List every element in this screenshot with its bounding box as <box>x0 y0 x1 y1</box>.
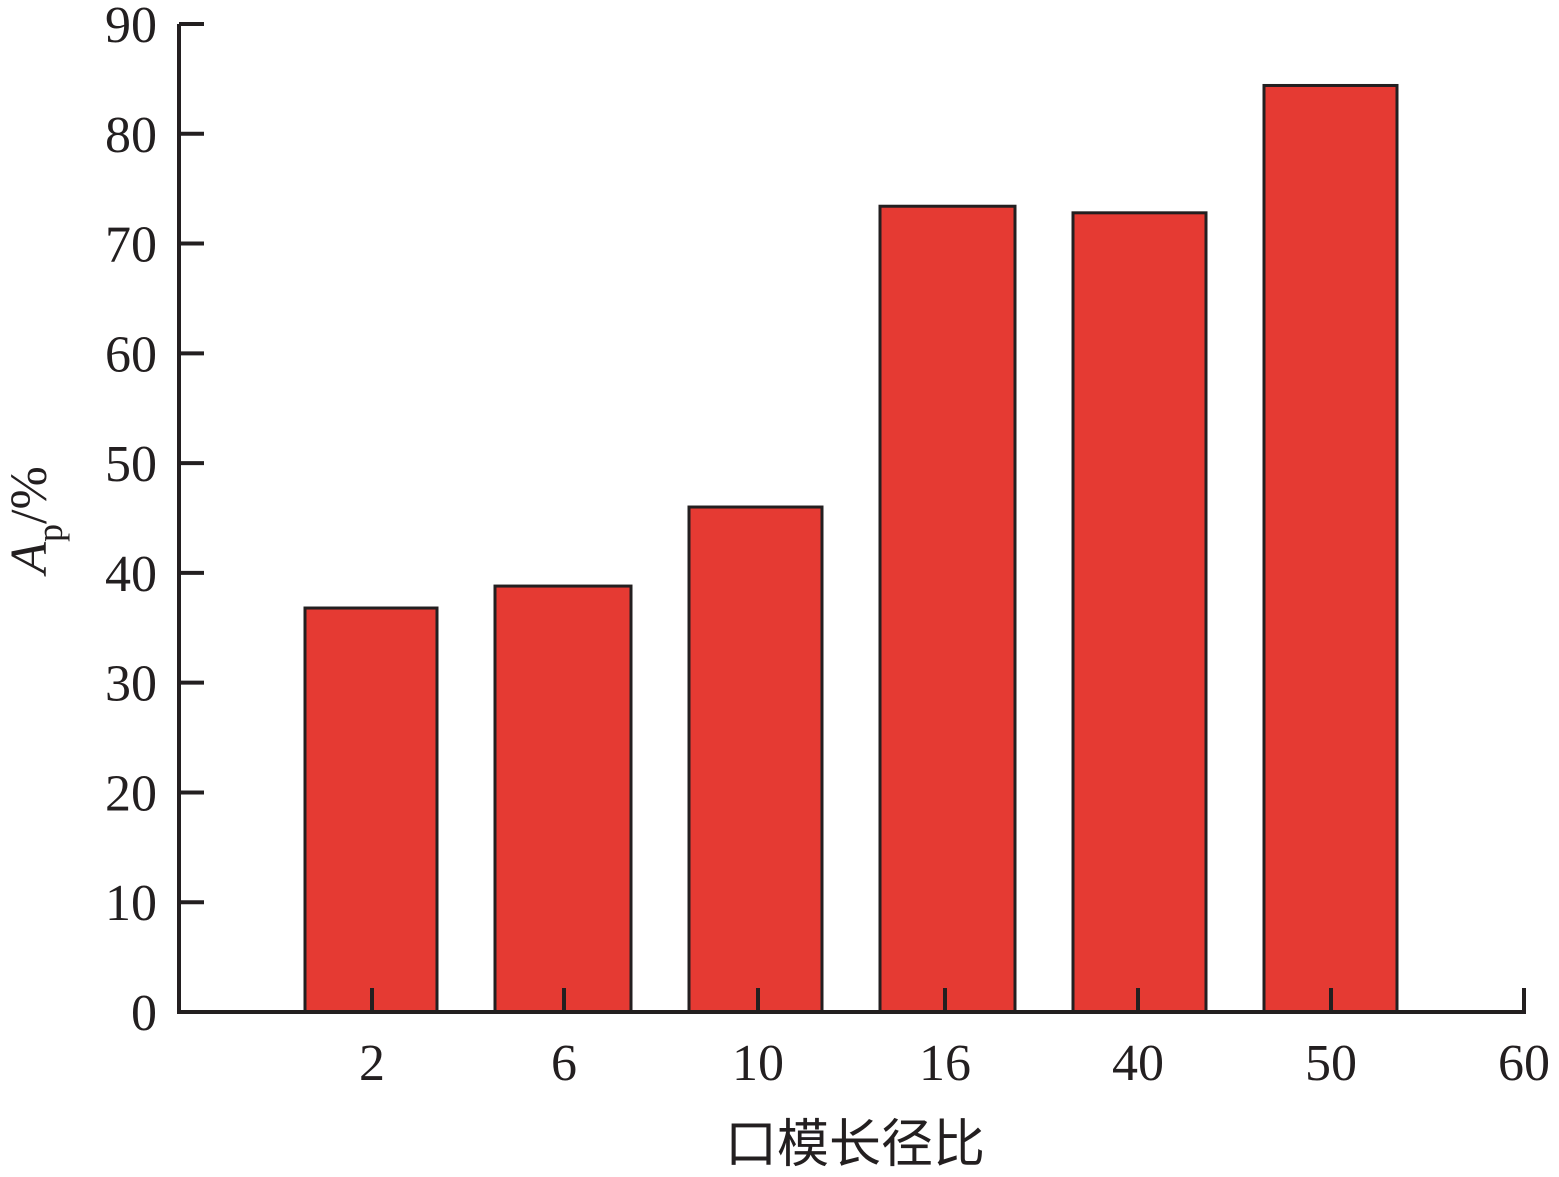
bar-40 <box>1071 211 1208 1014</box>
x-tick-label-16: 16 <box>919 1035 971 1092</box>
y-tick-label-30: 30 <box>105 656 157 713</box>
x-tick-label-40: 40 <box>1112 1035 1164 1092</box>
bar-6 <box>493 584 633 1014</box>
y-tick-label-90: 90 <box>105 0 157 54</box>
y-tick-label-70: 70 <box>105 217 157 274</box>
x-tick-label-50: 50 <box>1305 1035 1357 1092</box>
x-tick-label-2: 2 <box>359 1035 385 1092</box>
bar-2 <box>303 606 439 1014</box>
y-tick-label-10: 10 <box>105 875 157 932</box>
axes-layer: 0 10 20 30 40 50 60 70 80 90 2 6 10 16 40 50 60 <box>105 0 1550 1092</box>
bars-layer <box>303 83 1399 1014</box>
bar-16 <box>878 204 1017 1014</box>
y-axis-title-subscript: p <box>30 524 70 542</box>
x-axis-title: 口模长径比 <box>725 1117 985 1172</box>
y-axis-title-symbol: A <box>1 542 58 577</box>
y-tick-label-20: 20 <box>105 765 157 822</box>
y-tick-label-60: 60 <box>105 326 157 383</box>
y-axis-title: Ap/% <box>1 466 70 577</box>
bar-50 <box>1262 83 1399 1014</box>
y-tick-label-0: 0 <box>131 985 157 1042</box>
labels-layer: 口模长径比 Ap/% <box>1 466 985 1174</box>
bar-10 <box>687 505 824 1014</box>
x-tick-label-60: 60 <box>1498 1035 1550 1092</box>
y-tick-label-40: 40 <box>105 546 157 603</box>
y-tick-label-80: 80 <box>105 107 157 164</box>
x-tick-label-6: 6 <box>551 1035 577 1092</box>
y-axis-title-unit: /% <box>1 466 58 524</box>
x-tick-label-10: 10 <box>732 1035 784 1092</box>
y-tick-label-50: 50 <box>105 436 157 493</box>
